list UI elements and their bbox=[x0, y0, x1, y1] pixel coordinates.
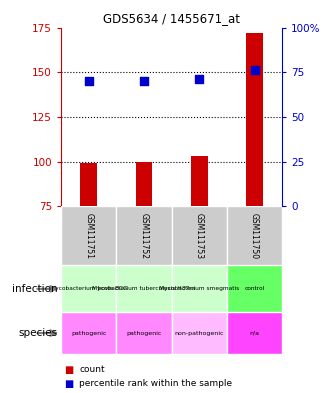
Title: GDS5634 / 1455671_at: GDS5634 / 1455671_at bbox=[103, 12, 240, 25]
Text: pathogenic: pathogenic bbox=[126, 331, 162, 336]
Point bbox=[86, 78, 91, 84]
Point bbox=[252, 67, 257, 73]
Bar bbox=[172, 312, 227, 354]
Text: non-pathogenic: non-pathogenic bbox=[175, 331, 224, 336]
Bar bbox=[227, 206, 282, 265]
Text: Mycobacterium bovis BCG: Mycobacterium bovis BCG bbox=[50, 286, 127, 291]
Text: Mycobacterium tuberculosis H37ra: Mycobacterium tuberculosis H37ra bbox=[92, 286, 196, 291]
Text: n/a: n/a bbox=[249, 331, 259, 336]
Text: species: species bbox=[18, 328, 58, 338]
Text: infection: infection bbox=[12, 284, 58, 294]
Text: count: count bbox=[79, 365, 105, 375]
Bar bbox=[246, 33, 263, 206]
Bar bbox=[81, 163, 97, 206]
Bar bbox=[61, 206, 116, 265]
Bar bbox=[227, 265, 282, 312]
Text: ■: ■ bbox=[64, 379, 74, 389]
Bar bbox=[172, 206, 227, 265]
Text: GSM111753: GSM111753 bbox=[195, 213, 204, 259]
Text: GSM111751: GSM111751 bbox=[84, 213, 93, 259]
Bar bbox=[61, 312, 116, 354]
Text: percentile rank within the sample: percentile rank within the sample bbox=[79, 379, 232, 388]
Text: GSM111750: GSM111750 bbox=[250, 213, 259, 259]
Text: ■: ■ bbox=[64, 365, 74, 375]
Bar bbox=[116, 265, 172, 312]
Point bbox=[141, 78, 147, 84]
Bar bbox=[136, 162, 152, 206]
Bar bbox=[116, 206, 172, 265]
Text: Mycobacterium smegmatis: Mycobacterium smegmatis bbox=[159, 286, 239, 291]
Bar bbox=[116, 312, 172, 354]
Point bbox=[197, 76, 202, 83]
Text: control: control bbox=[245, 286, 265, 291]
Text: pathogenic: pathogenic bbox=[71, 331, 106, 336]
Bar bbox=[227, 312, 282, 354]
Bar bbox=[172, 265, 227, 312]
Bar bbox=[191, 156, 208, 206]
Text: GSM111752: GSM111752 bbox=[140, 213, 148, 259]
Bar bbox=[61, 265, 116, 312]
